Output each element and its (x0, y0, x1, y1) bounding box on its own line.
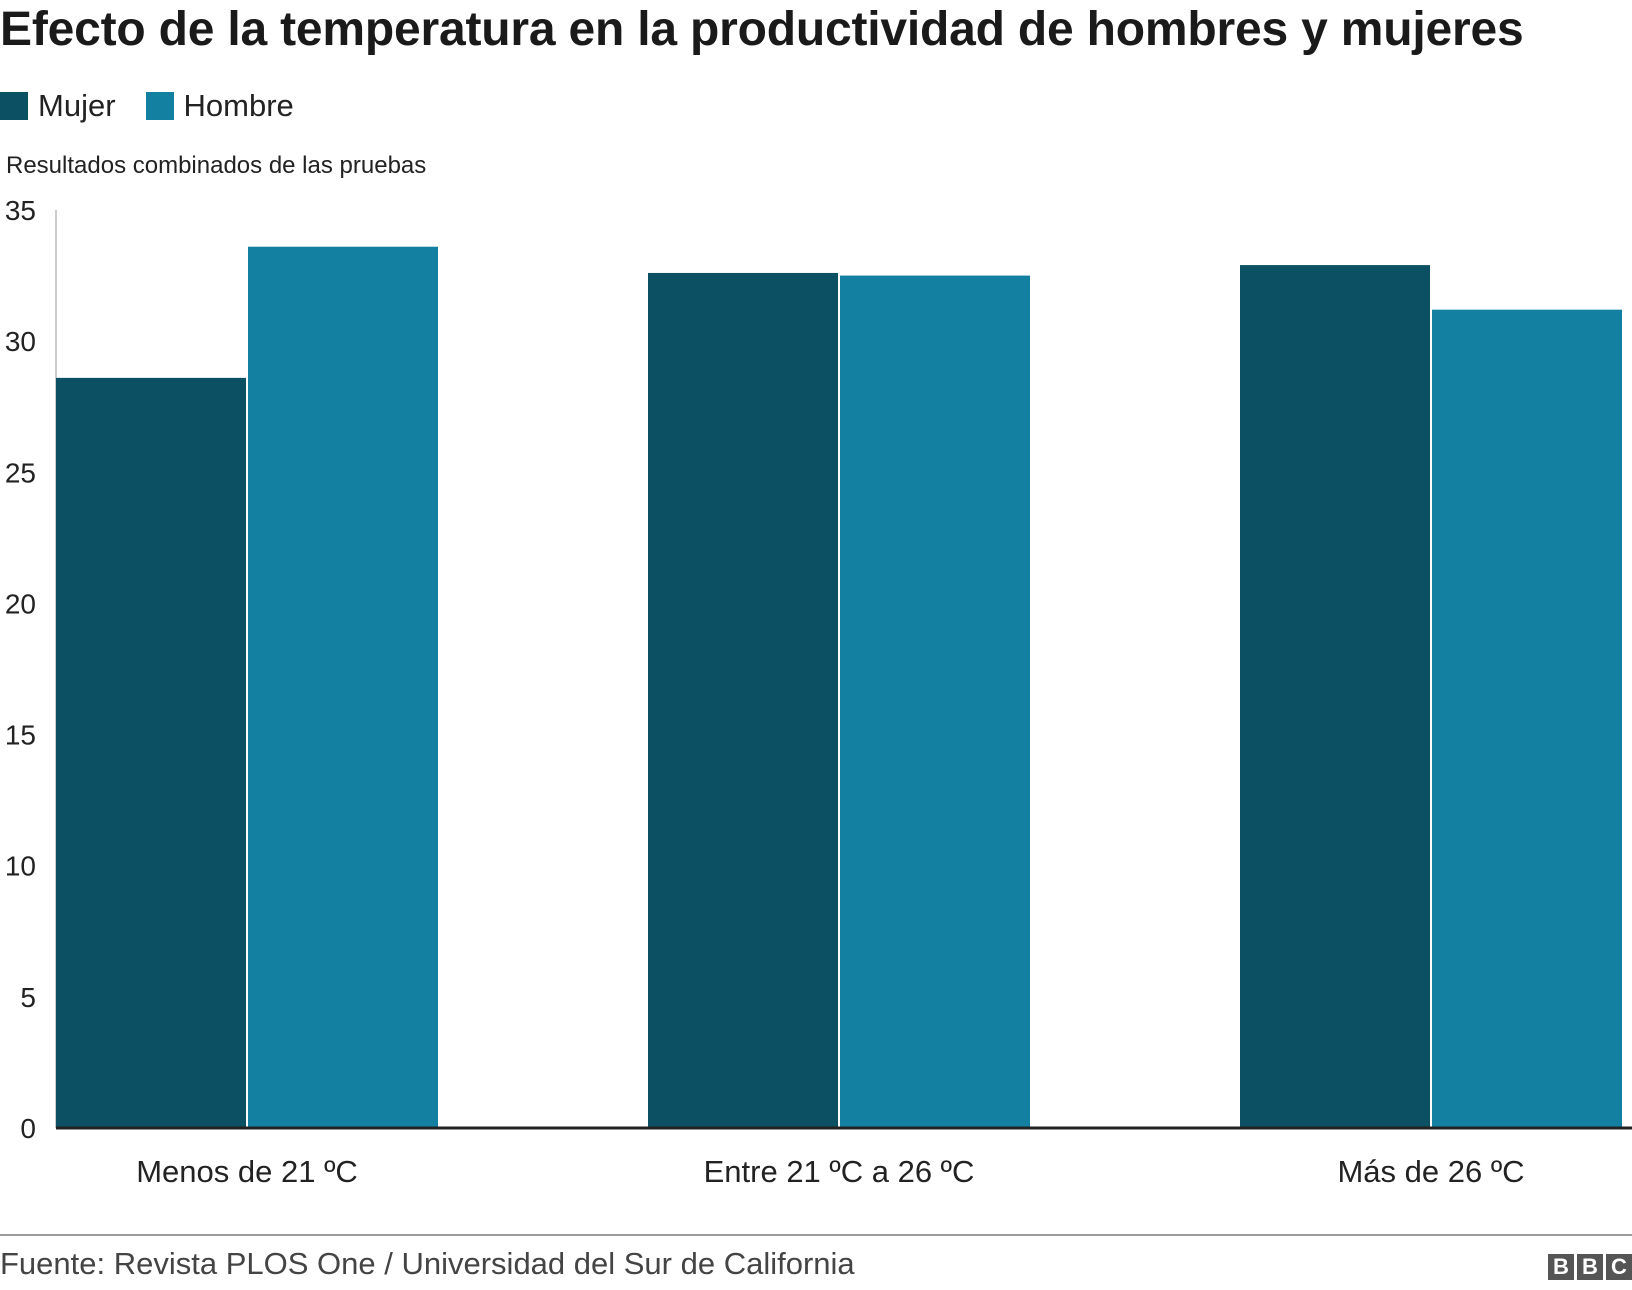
bar-mujer-3 (1240, 265, 1430, 1129)
legend: Mujer Hombre (0, 88, 324, 124)
legend-label-mujer: Mujer (38, 88, 116, 123)
bbc-logo: B B C (1545, 1254, 1632, 1280)
legend-item-hombre: Hombre (145, 88, 294, 124)
x-tick-label: Entre 21 ºC a 26 ºC (704, 1154, 975, 1189)
chart-title: Efecto de la temperatura en la productiv… (0, 3, 1524, 56)
bar-hombre-1 (248, 246, 438, 1129)
y-tick-label: 10 (5, 851, 36, 882)
x-tick-label: Menos de 21 ºC (136, 1154, 358, 1189)
legend-swatch-mujer (0, 92, 28, 120)
bar-mujer-2 (648, 272, 838, 1128)
y-tick-label: 30 (5, 326, 36, 357)
legend-swatch-hombre (145, 92, 174, 120)
bar-mujer-1 (56, 377, 246, 1128)
bbc-logo-letter-c: C (1606, 1254, 1632, 1280)
y-tick-label: 20 (5, 588, 36, 619)
footer-divider (0, 1234, 1632, 1236)
y-tick-label: 0 (20, 1113, 36, 1144)
legend-label-hombre: Hombre (183, 88, 294, 123)
y-tick-label: 15 (5, 720, 36, 751)
legend-item-mujer: Mujer (0, 88, 116, 124)
bbc-logo-letter-b1: B (1548, 1254, 1574, 1280)
y-tick-label: 35 (5, 195, 36, 226)
bbc-logo-letter-b2: B (1577, 1254, 1603, 1280)
y-axis-label: Resultados combinados de las pruebas (6, 152, 427, 179)
bar-hombre-3 (1432, 309, 1622, 1128)
bar-hombre-2 (840, 275, 1030, 1129)
y-tick-label: 25 (5, 457, 36, 488)
bar-chart: 0 5 10 15 20 25 30 35 Menos de 21 ºC Entre 21 ºC … (5, 195, 1632, 1189)
x-tick-label: Más de 26 ºC (1337, 1154, 1524, 1189)
source-note: Fuente: Revista PLOS One / Universidad d… (0, 1246, 855, 1281)
y-tick-label: 5 (20, 982, 36, 1013)
